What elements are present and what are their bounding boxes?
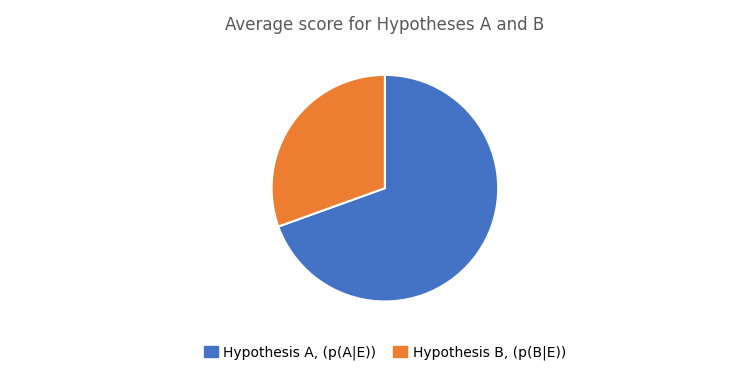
Legend: Hypothesis A, (p(A|E)), Hypothesis B, (p(B|E)): Hypothesis A, (p(A|E)), Hypothesis B, (p…	[198, 340, 572, 365]
Wedge shape	[279, 75, 498, 301]
Title: Average score for Hypotheses A and B: Average score for Hypotheses A and B	[225, 16, 544, 34]
Wedge shape	[272, 75, 385, 227]
